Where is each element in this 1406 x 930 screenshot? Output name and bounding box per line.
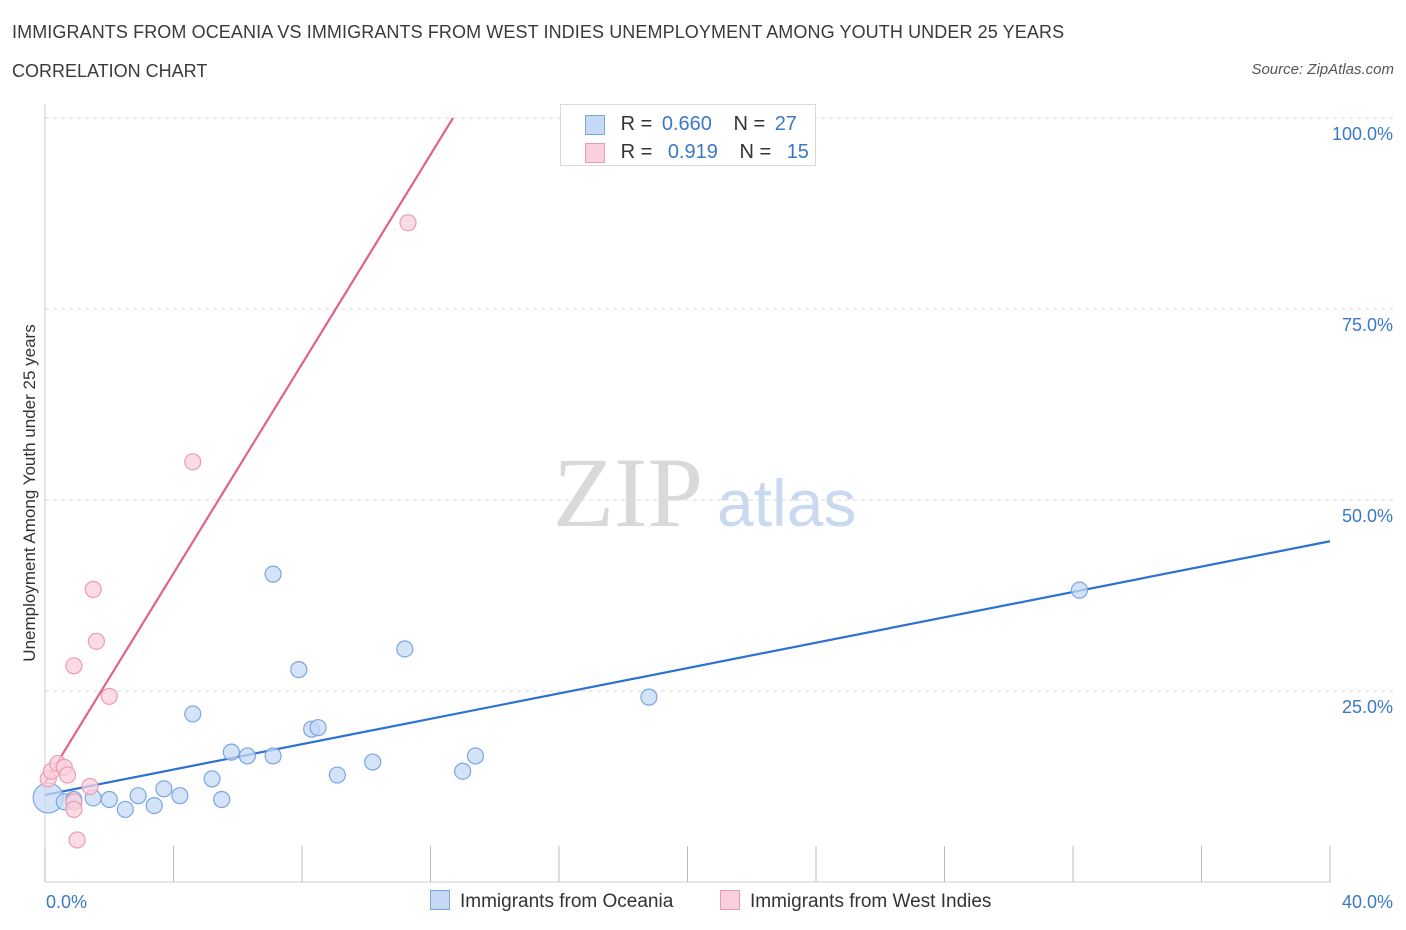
legend-n-value: 15 bbox=[786, 141, 809, 163]
westindies-point bbox=[184, 453, 202, 471]
westindies-point bbox=[81, 777, 99, 796]
westindies-point bbox=[399, 214, 417, 232]
source-credit: Source: ZipAtlas.com bbox=[1251, 61, 1394, 78]
oceania-point bbox=[238, 747, 256, 765]
tick-labels: 25.0% 50.0% 75.0% 100.0% 0.0% 40.0% bbox=[46, 124, 1393, 912]
y-axis-label: Unemployment Among Youth under 25 years bbox=[20, 324, 39, 661]
westindies-point bbox=[100, 687, 118, 705]
oceania-point bbox=[466, 747, 485, 765]
legend-n-label: N = bbox=[733, 113, 766, 135]
trend-lines bbox=[44, 117, 1331, 796]
oceania-point bbox=[222, 743, 240, 761]
westindies-swatch bbox=[720, 890, 740, 910]
legend-r-label: R = bbox=[620, 113, 653, 135]
legend-r-label: R = bbox=[620, 141, 653, 163]
y-tick-label: 75.0% bbox=[1342, 315, 1393, 335]
bottom-legend-westindies-label: Immigrants from West Indies bbox=[750, 891, 992, 912]
oceania-point bbox=[171, 787, 189, 805]
westindies-swatch bbox=[585, 142, 605, 163]
westindies-point bbox=[65, 800, 83, 819]
bottom-legend-oceania: Immigrants from Oceania bbox=[430, 890, 673, 913]
westindies-trend-line bbox=[44, 117, 454, 784]
gridlines bbox=[45, 117, 1395, 692]
stats-legend: R = 0.660 N = 27 R = 0.919 N = 15 bbox=[560, 104, 816, 166]
bottom-legend-oceania-label: Immigrants from Oceania bbox=[460, 891, 674, 912]
y-tick-label: 25.0% bbox=[1342, 697, 1393, 717]
oceania-point bbox=[155, 780, 173, 798]
oceania-point bbox=[1070, 581, 1089, 599]
westindies-point bbox=[58, 766, 77, 784]
westindies-point bbox=[87, 632, 106, 650]
legend-row-oceania: R = 0.660 N = 27 bbox=[585, 113, 797, 137]
oceania-point bbox=[328, 766, 346, 784]
oceania-point bbox=[184, 705, 202, 723]
westindies-point bbox=[84, 580, 102, 598]
x-tick-label: 0.0% bbox=[46, 892, 87, 912]
y-tick-label: 50.0% bbox=[1342, 506, 1393, 526]
oceania-point bbox=[364, 753, 382, 771]
legend-r-value: 0.660 bbox=[661, 113, 712, 135]
watermark: ZIP atlas bbox=[553, 437, 856, 548]
oceania-point bbox=[640, 688, 658, 706]
watermark-atlas: atlas bbox=[717, 466, 856, 540]
oceania-swatch bbox=[430, 890, 450, 910]
oceania-point bbox=[145, 796, 163, 815]
legend-n-label: N = bbox=[739, 141, 772, 163]
bottom-legend-westindies: Immigrants from West Indies bbox=[720, 890, 991, 913]
oceania-point bbox=[264, 747, 282, 765]
chart-subtitle: CORRELATION CHART bbox=[12, 61, 208, 81]
oceania-point bbox=[290, 661, 308, 679]
axes bbox=[44, 104, 1331, 883]
westindies-point bbox=[68, 831, 86, 849]
legend-n-value: 27 bbox=[774, 113, 797, 135]
oceania-swatch bbox=[585, 114, 605, 135]
oceania-trend-line bbox=[44, 540, 1331, 796]
oceania-point bbox=[454, 762, 472, 780]
westindies-point bbox=[65, 657, 83, 675]
oceania-point bbox=[264, 565, 282, 583]
legend-r-value: 0.919 bbox=[667, 141, 718, 163]
oceania-point bbox=[396, 640, 414, 658]
oceania-point bbox=[100, 790, 118, 809]
oceania-point bbox=[309, 719, 327, 737]
oceania-point bbox=[203, 770, 221, 788]
oceania-point bbox=[129, 787, 147, 805]
data-points bbox=[32, 214, 1089, 849]
oceania-point bbox=[213, 790, 231, 809]
oceania-point bbox=[116, 800, 134, 819]
chart-title: IMMIGRANTS FROM OCEANIA VS IMMIGRANTS FR… bbox=[12, 22, 1065, 42]
y-tick-label: 100.0% bbox=[1332, 124, 1393, 144]
watermark-zip: ZIP bbox=[553, 437, 703, 548]
x-tick-label: 40.0% bbox=[1342, 892, 1393, 912]
legend-row-westindies: R = 0.919 N = 15 bbox=[585, 141, 809, 165]
